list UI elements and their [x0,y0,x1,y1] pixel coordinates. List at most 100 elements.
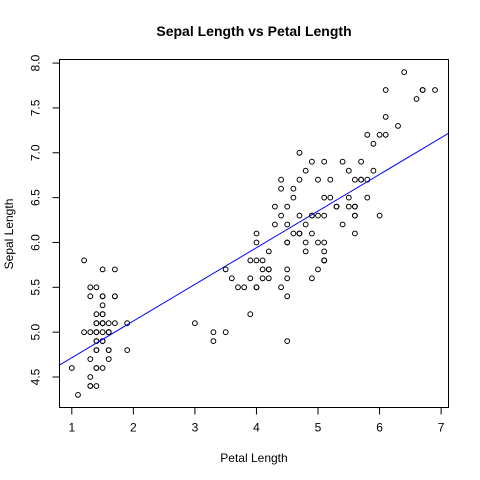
data-point [279,285,284,290]
data-point [322,195,327,200]
data-point [291,186,296,191]
data-point [303,168,308,173]
data-point [346,168,351,173]
data-point [365,195,370,200]
data-point [260,276,265,281]
data-point [334,204,339,209]
data-point [211,339,216,344]
data-point [310,276,315,281]
data-point [248,258,253,263]
data-point [310,231,315,236]
data-point [88,294,93,299]
data-point [100,294,105,299]
data-point [94,312,99,317]
data-point [106,330,111,335]
data-point [353,204,358,209]
x-tick-label: 1 [68,421,75,435]
data-point [353,177,358,182]
data-point [113,294,118,299]
data-point [100,366,105,371]
data-point [371,168,376,173]
data-point [420,88,425,93]
y-tick-label: 6.0 [29,234,43,251]
y-axis: 4.5 5.0 5.5 6.0 6.5 7.0 7.5 8.0 [29,54,60,385]
data-point [316,177,321,182]
chart-title: Sepal Length vs Petal Length [156,23,351,39]
data-point [353,231,358,236]
data-point [322,159,327,164]
data-point [340,159,345,164]
y-tick-label: 6.5 [29,189,43,206]
data-point [322,258,327,263]
data-point [285,294,290,299]
data-point [297,150,302,155]
data-point [322,249,327,254]
x-axis-label: Petal Length [220,451,287,465]
data-point [106,348,111,353]
y-axis-label: Sepal Length [2,199,16,270]
data-point [113,267,118,272]
data-point [402,70,407,75]
data-point [297,177,302,182]
data-point [266,276,271,281]
data-point [383,132,388,137]
x-tick-label: 2 [130,421,137,435]
data-point [248,312,253,317]
data-point [100,303,105,308]
data-point [273,222,278,227]
data-point [242,285,247,290]
data-point [297,231,302,236]
data-point [69,366,74,371]
data-point [273,204,278,209]
data-point [223,267,228,272]
data-point [285,204,290,209]
data-point [94,330,99,335]
data-point [359,177,364,182]
y-tick-label: 5.5 [29,279,43,296]
data-point [383,115,388,120]
x-tick-label: 7 [438,421,445,435]
data-point [291,195,296,200]
data-point [254,285,259,290]
data-point [353,213,358,218]
data-point [316,240,321,245]
data-point [346,204,351,209]
data-point [82,330,87,335]
data-point [291,231,296,236]
data-point [94,384,99,389]
y-tick-label: 7.0 [29,144,43,161]
y-tick-label: 7.5 [29,99,43,116]
data-point [316,267,321,272]
data-point [371,141,376,146]
y-tick-label: 5.0 [29,324,43,341]
data-point [106,321,111,326]
data-point [433,88,438,93]
data-point [328,195,333,200]
data-point [94,321,99,326]
data-point [106,357,111,362]
data-point [377,132,382,137]
data-point [322,213,327,218]
data-point [297,213,302,218]
data-point [100,330,105,335]
data-point [94,366,99,371]
data-point [193,321,198,326]
data-point [94,285,99,290]
data-point [285,339,290,344]
data-point [113,321,118,326]
data-point [88,285,93,290]
data-point [125,348,130,353]
x-tick-label: 6 [376,421,383,435]
data-point [285,222,290,227]
y-tick-label: 8.0 [29,54,43,71]
data-point [414,97,419,102]
x-tick-label: 5 [315,421,322,435]
data-point [100,267,105,272]
x-tick-label: 3 [192,421,199,435]
data-point [260,258,265,263]
data-point [279,213,284,218]
data-point [88,330,93,335]
data-point [236,285,241,290]
data-point [396,124,401,129]
